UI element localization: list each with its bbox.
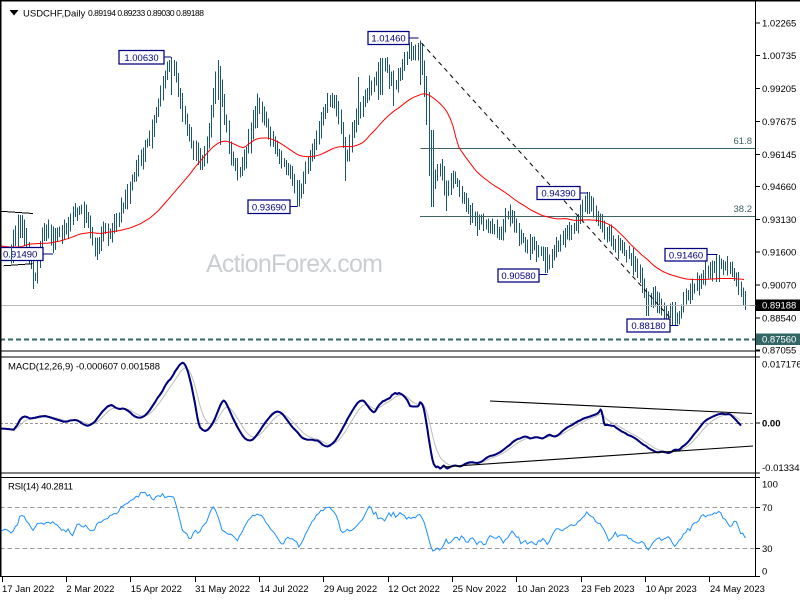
svg-text:61.8: 61.8 (734, 136, 753, 147)
svg-text:0.94390: 0.94390 (541, 189, 575, 200)
svg-text:17 Jan 2022: 17 Jan 2022 (2, 584, 54, 595)
svg-text:23 Feb 2023: 23 Feb 2023 (581, 584, 634, 595)
svg-text:1.02265: 1.02265 (762, 18, 796, 29)
svg-text:1.00630: 1.00630 (124, 53, 158, 64)
svg-text:30: 30 (762, 544, 773, 555)
svg-text:0.88180: 0.88180 (631, 321, 665, 332)
svg-text:10 Jan 2023: 10 Jan 2023 (517, 584, 569, 595)
svg-text:24 May 2023: 24 May 2023 (710, 584, 765, 595)
svg-text:0: 0 (762, 567, 767, 578)
svg-text:38.2: 38.2 (734, 204, 753, 215)
svg-text:2 Mar 2022: 2 Mar 2022 (66, 584, 114, 595)
svg-text:MACD(12,26,9) -0.000607 0.0015: MACD(12,26,9) -0.000607 0.001588 (8, 362, 160, 373)
svg-text:0.96145: 0.96145 (762, 150, 796, 161)
svg-text:0.91600: 0.91600 (762, 248, 796, 259)
svg-text:10 Apr 2023: 10 Apr 2023 (646, 584, 697, 595)
svg-text:0.91460: 0.91460 (669, 250, 703, 261)
svg-text:25 Nov 2022: 25 Nov 2022 (453, 584, 507, 595)
svg-text:0.00: 0.00 (762, 419, 781, 430)
svg-text:14 Jul 2022: 14 Jul 2022 (259, 584, 308, 595)
svg-text:1.01460: 1.01460 (371, 34, 405, 45)
svg-text:100: 100 (762, 480, 778, 491)
svg-text:0.89194 0.89233 0.89030 0.8918: 0.89194 0.89233 0.89030 0.89188 (88, 8, 204, 18)
svg-text:0.88540: 0.88540 (762, 313, 796, 324)
svg-text:0.91490: 0.91490 (3, 250, 37, 261)
svg-text:-0.01334: -0.01334 (762, 463, 800, 474)
svg-text:12 Oct 2022: 12 Oct 2022 (388, 584, 440, 595)
svg-text:0.87560: 0.87560 (762, 335, 796, 346)
svg-text:ActionForex.com: ActionForex.com (206, 250, 383, 278)
svg-text:0.87055: 0.87055 (762, 345, 796, 356)
svg-text:USDCHF,Daily: USDCHF,Daily (23, 9, 86, 20)
svg-text:15 Apr 2022: 15 Apr 2022 (131, 584, 182, 595)
svg-text:0.94660: 0.94660 (762, 182, 796, 193)
svg-text:70: 70 (762, 503, 773, 514)
svg-text:0.93690: 0.93690 (252, 202, 286, 213)
svg-text:RSI(14) 40.2811: RSI(14) 40.2811 (8, 482, 73, 493)
svg-text:0.90070: 0.90070 (762, 281, 796, 292)
svg-text:0.97675: 0.97675 (762, 117, 796, 128)
svg-text:0.017176: 0.017176 (762, 360, 800, 371)
svg-text:29 Aug 2022: 29 Aug 2022 (324, 584, 377, 595)
svg-text:1.00735: 1.00735 (762, 51, 796, 62)
svg-text:31 May 2022: 31 May 2022 (195, 584, 250, 595)
svg-text:0.93130: 0.93130 (762, 215, 796, 226)
svg-text:0.99205: 0.99205 (762, 84, 796, 95)
svg-text:0.90580: 0.90580 (501, 271, 535, 282)
svg-text:0.89188: 0.89188 (762, 301, 796, 312)
